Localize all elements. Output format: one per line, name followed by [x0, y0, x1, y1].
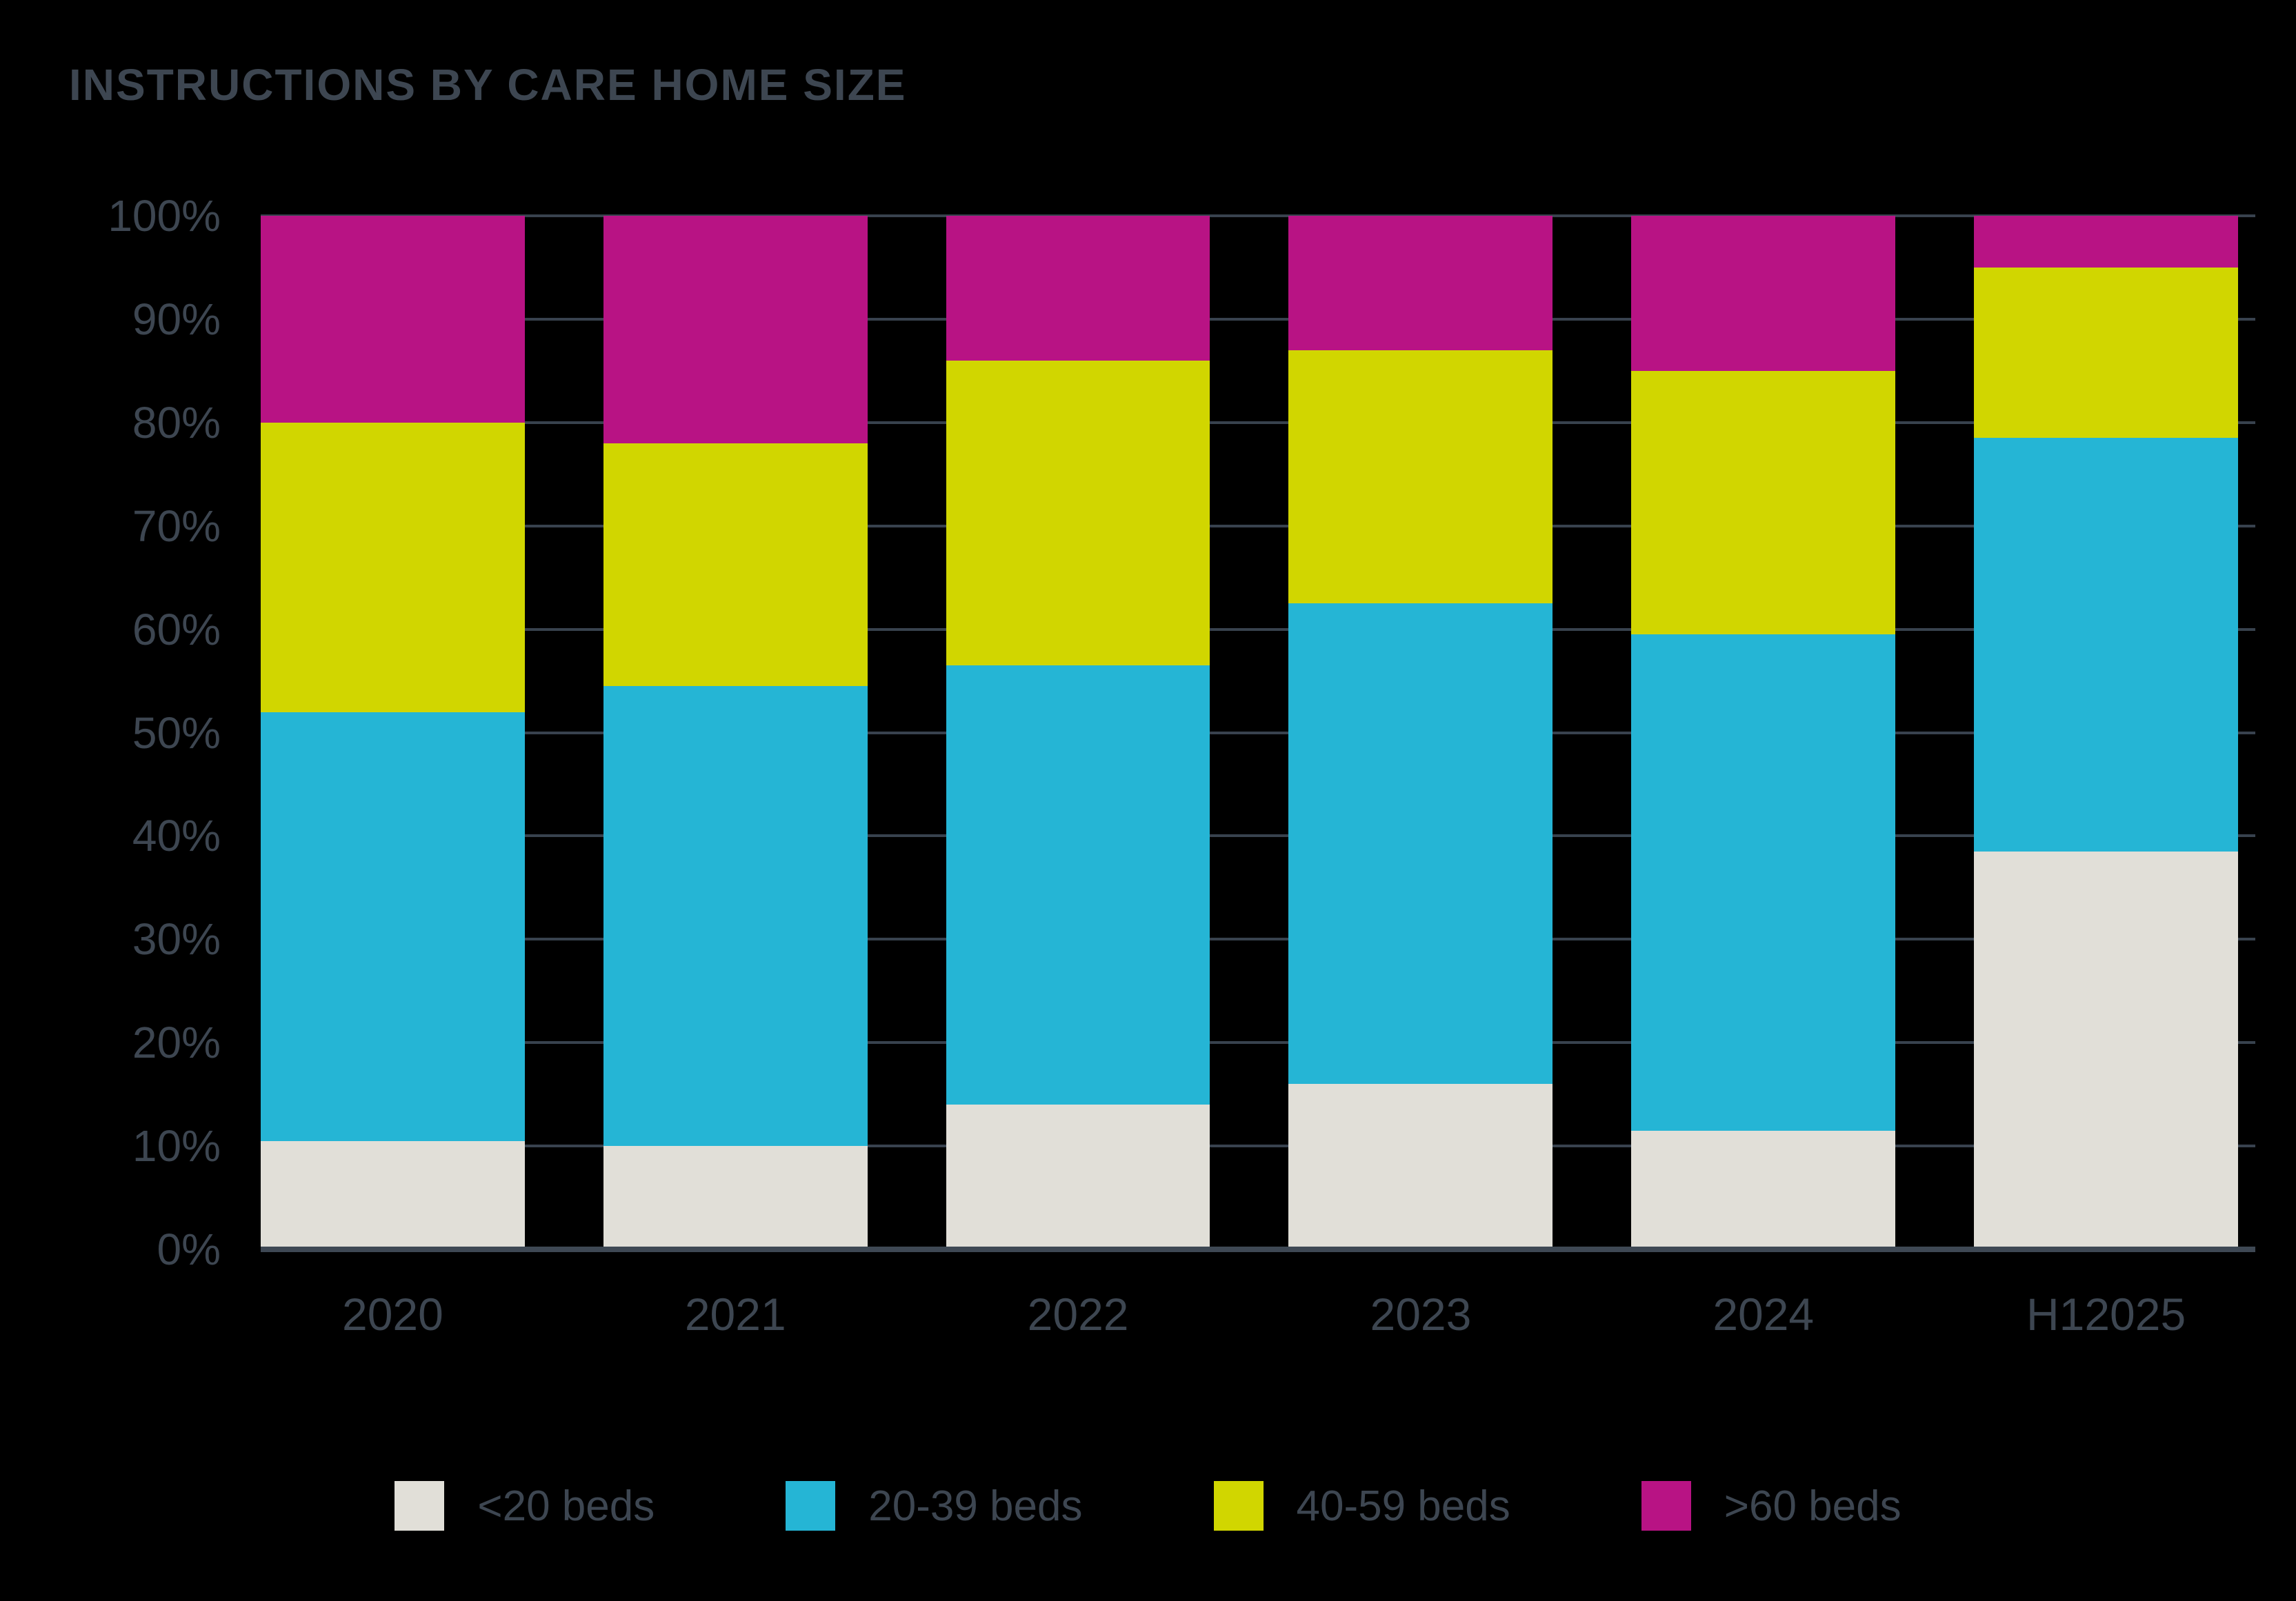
bar-2023	[1288, 216, 1553, 1249]
bar-segment-2020->60 beds	[261, 216, 525, 423]
bar-segment-2020-20-39 beds	[261, 712, 525, 1141]
bar-H12025	[1974, 216, 2238, 1249]
bars-container	[261, 216, 2238, 1249]
bar-2021	[603, 216, 868, 1249]
gridline-90	[261, 317, 2255, 321]
legend-label-40-59 beds: 40-59 beds	[1296, 1482, 1510, 1530]
bar-segment-2021-40-59 beds	[603, 443, 868, 687]
bar-segment-2022-40-59 beds	[946, 360, 1210, 666]
x-tick-label-2022: 2022	[1027, 1289, 1129, 1340]
legend-swatch-20-39 beds	[786, 1481, 836, 1531]
y-axis-tick-labels: 0% 10% 20% 30% 40% 50% 60% 70% 80% 90% 100%	[0, 191, 221, 1274]
y-tick-label-50: 50%	[132, 707, 221, 758]
y-tick-label-80: 80%	[132, 397, 221, 447]
bar-segment-2020-<20 beds	[261, 1140, 525, 1249]
x-tick-label-2020: 2020	[342, 1289, 443, 1340]
y-tick-label-90: 90%	[132, 294, 221, 344]
bar-segment-2024-<20 beds	[1631, 1130, 1896, 1249]
gridline-10	[261, 1145, 2255, 1148]
gridline-100	[261, 214, 2255, 217]
legend-label-<20 beds: <20 beds	[477, 1482, 655, 1530]
x-tick-label-2024: 2024	[1713, 1289, 1815, 1340]
bar-segment-2021->60 beds	[603, 216, 868, 443]
bar-segment-H12025->60 beds	[1974, 216, 2238, 268]
legend-label->60 beds: >60 beds	[1724, 1482, 1901, 1530]
bar-segment-2024-20-39 beds	[1631, 634, 1896, 1131]
bar-segment-2020-40-59 beds	[261, 422, 525, 712]
x-tick-label-2021: 2021	[684, 1289, 786, 1340]
bar-segment-H12025-20-39 beds	[1974, 438, 2238, 852]
bar-segment-2021-<20 beds	[603, 1146, 868, 1249]
gridline-50	[261, 731, 2255, 734]
legend-swatch->60 beds	[1641, 1481, 1691, 1531]
legend-label-20-39 beds: 20-39 beds	[868, 1482, 1083, 1530]
plot-area	[261, 214, 2255, 1252]
x-tick-label-2023: 2023	[1370, 1289, 1472, 1340]
bar-segment-2023->60 beds	[1288, 216, 1553, 350]
legend: <20 beds 20-39 beds 40-59 beds >60 beds	[0, 1481, 2296, 1531]
bar-segment-2024-40-59 beds	[1631, 370, 1896, 635]
y-tick-label-20: 20%	[132, 1018, 221, 1068]
legend-item-<20 beds: <20 beds	[395, 1481, 655, 1531]
bar-segment-2024->60 beds	[1631, 216, 1896, 371]
bar-2020	[261, 216, 525, 1249]
y-tick-label-10: 10%	[132, 1121, 221, 1171]
bar-segment-2022-20-39 beds	[946, 665, 1210, 1105]
bar-segment-2022-<20 beds	[946, 1105, 1210, 1249]
gridline-30	[261, 938, 2255, 941]
bar-segment-2023-20-39 beds	[1288, 603, 1553, 1085]
legend-item-20-39 beds: 20-39 beds	[786, 1481, 1083, 1531]
gridline-80	[261, 421, 2255, 424]
bar-segment-2023-<20 beds	[1288, 1084, 1553, 1249]
bar-segment-2021-20-39 beds	[603, 686, 868, 1147]
y-tick-label-30: 30%	[132, 914, 221, 965]
gridline-60	[261, 627, 2255, 631]
gridline-70	[261, 524, 2255, 527]
bar-2024	[1631, 216, 1896, 1249]
legend-swatch-<20 beds	[395, 1481, 445, 1531]
bar-segment-2023-40-59 beds	[1288, 350, 1553, 604]
gridline-20	[261, 1041, 2255, 1045]
y-tick-label-60: 60%	[132, 604, 221, 654]
x-axis-tick-labels: 2020 2021 2022 2023 2024 H12025	[261, 1288, 2238, 1340]
y-tick-label-0: 0%	[157, 1225, 221, 1274]
legend-item-40-59 beds: 40-59 beds	[1213, 1481, 1510, 1531]
y-tick-label-100: 100%	[108, 191, 221, 241]
bar-segment-2022->60 beds	[946, 216, 1210, 361]
bar-2022	[946, 216, 1210, 1249]
legend-swatch-40-59 beds	[1213, 1481, 1264, 1531]
gridline-40	[261, 834, 2255, 838]
bar-segment-H12025-<20 beds	[1974, 851, 2238, 1249]
x-axis-line	[261, 1247, 2255, 1252]
chart-title: INSTRUCTIONS BY CARE HOME SIZE	[69, 60, 907, 110]
x-tick-label-H12025: H12025	[2026, 1289, 2186, 1340]
legend-item->60 beds: >60 beds	[1641, 1481, 1901, 1531]
y-tick-label-70: 70%	[132, 501, 221, 551]
bar-segment-H12025-40-59 beds	[1974, 267, 2238, 439]
y-tick-label-40: 40%	[132, 811, 221, 861]
